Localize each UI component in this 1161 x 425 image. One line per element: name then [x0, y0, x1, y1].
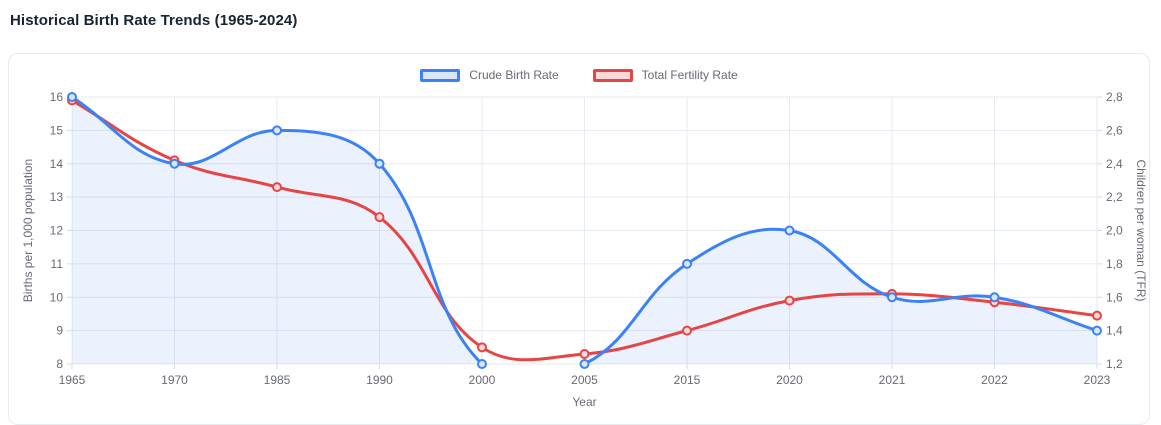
y-axis-tick-label-left: 9 — [56, 324, 63, 338]
data-point-crude-birth-rate[interactable] — [682, 258, 692, 269]
x-axis-tick-label: 2005 — [571, 373, 598, 387]
x-axis-tick-label: 1985 — [264, 373, 291, 387]
left-axis-title: Births per 1,000 population — [21, 159, 35, 302]
data-point-crude-birth-rate[interactable] — [887, 292, 897, 303]
y-axis-tick-label-left: 16 — [50, 90, 64, 104]
data-point-crude-birth-rate[interactable] — [374, 158, 385, 169]
x-axis-tick-label: 2021 — [879, 373, 906, 387]
y-axis-tick-label-left: 14 — [50, 157, 64, 171]
x-axis-title: Year — [572, 395, 596, 409]
y-axis-tick-label-right: 1,2 — [1106, 357, 1123, 371]
chart-line-crude-birth-rate — [72, 97, 1097, 364]
data-point-total-fertility-rate[interactable] — [579, 348, 590, 359]
data-point-crude-birth-rate[interactable] — [784, 225, 795, 236]
data-point-crude-birth-rate[interactable] — [1092, 325, 1102, 336]
y-axis-tick-label-right: 1,8 — [1106, 257, 1123, 271]
legend-label: Crude Birth Rate — [469, 68, 559, 82]
data-point-total-fertility-rate[interactable] — [682, 325, 692, 336]
legend-item-crude-birth-rate[interactable]: Crude Birth Rate — [420, 68, 559, 82]
data-point-total-fertility-rate[interactable] — [1092, 310, 1102, 321]
x-axis-tick-label: 1990 — [366, 373, 393, 387]
y-axis-tick-label-right: 2,6 — [1106, 123, 1123, 137]
data-point-total-fertility-rate[interactable] — [374, 212, 385, 223]
y-axis-tick-label-left: 10 — [50, 290, 64, 304]
data-point-total-fertility-rate[interactable] — [477, 342, 487, 353]
chart-card: Crude Birth Rate Total Fertility Rate 16 2… — [8, 53, 1150, 425]
x-axis-tick-label: 2022 — [981, 373, 1008, 387]
y-axis-tick-label-right: 2,0 — [1106, 224, 1123, 238]
x-axis-tick-label: 2023 — [1084, 373, 1111, 387]
x-axis-tick-label: 2015 — [674, 373, 701, 387]
legend-item-total-fertility-rate[interactable]: Total Fertility Rate — [592, 68, 738, 82]
y-axis-tick-label-right: 2,4 — [1106, 157, 1123, 171]
y-axis-tick-label-right: 1,4 — [1106, 324, 1123, 338]
legend-label: Total Fertility Rate — [641, 68, 738, 82]
legend-swatch — [420, 68, 461, 82]
chart-legend: Crude Birth Rate Total Fertility Rate — [9, 54, 1149, 90]
data-point-crude-birth-rate[interactable] — [67, 92, 77, 102]
area-fill-crude-birth-rate — [72, 97, 1097, 364]
y-axis-tick-label-left: 11 — [51, 257, 64, 271]
y-axis-tick-label-left: 13 — [50, 190, 64, 204]
legend-swatch — [592, 68, 633, 82]
y-axis-tick-label-left: 8 — [56, 357, 63, 371]
x-axis-tick-label: 2000 — [469, 373, 496, 387]
right-axis-title: Children per woman (TFR) — [1134, 159, 1148, 301]
x-axis-tick-label: 1970 — [161, 373, 188, 387]
y-axis-tick-label-right: 2,2 — [1106, 190, 1123, 204]
data-point-crude-birth-rate[interactable] — [989, 292, 1000, 303]
chart-canvas[interactable]: 16 2,8 15 2,6 14 2,4 13 2,2 12 2,0 11 1,8 10 1,6 9 1,4 8… — [9, 90, 1149, 420]
data-point-crude-birth-rate[interactable] — [169, 158, 180, 169]
y-axis-tick-label-right: 1,6 — [1106, 290, 1123, 304]
data-point-total-fertility-rate[interactable] — [784, 295, 795, 306]
chart-line-total-fertility-rate — [72, 98, 1097, 362]
y-axis-tick-label-left: 15 — [50, 123, 64, 137]
page-title: Historical Birth Rate Trends (1965-2024) — [10, 12, 298, 29]
data-point-crude-birth-rate[interactable] — [272, 125, 282, 136]
y-axis-tick-label-right: 2,8 — [1106, 90, 1123, 104]
data-point-crude-birth-rate[interactable] — [477, 359, 487, 369]
data-point-total-fertility-rate[interactable] — [272, 182, 282, 193]
data-point-crude-birth-rate[interactable] — [579, 359, 590, 369]
y-axis-tick-label-left: 12 — [50, 224, 64, 238]
x-axis-tick-label: 1965 — [59, 373, 86, 387]
x-axis-tick-label: 2020 — [776, 373, 803, 387]
